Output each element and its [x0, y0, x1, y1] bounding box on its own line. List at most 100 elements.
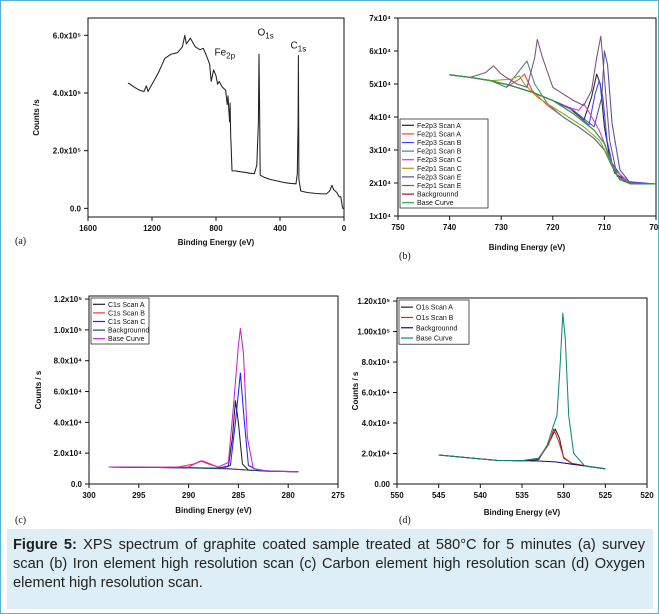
legend-item: Fe2p3 Scan E — [417, 174, 462, 181]
series-line-spectrum — [127, 34, 344, 210]
series-line-o1s-scan-b — [438, 428, 606, 470]
panel-label: (d) — [399, 515, 411, 526]
x-tick-label: 710 — [598, 223, 612, 232]
series-line-o1s-scan-a — [438, 428, 606, 470]
y-tick-label: 1.00x10⁵ — [357, 328, 390, 337]
legend-item: Fe2p1 Scan A — [417, 131, 461, 138]
peak-annotation: O1s — [257, 27, 273, 40]
x-tick-label: 1200 — [143, 224, 161, 233]
legend-box — [399, 118, 489, 209]
x-tick-label: 300 — [82, 491, 96, 500]
y-tick-label: 0.00 — [374, 480, 390, 489]
x-tick-label: 1600 — [79, 224, 97, 233]
series-group — [449, 35, 656, 185]
y-tick-label: 6.0x10⁵ — [53, 31, 81, 40]
legend-item: Backgrounnd — [417, 192, 458, 199]
x-tick-label: 280 — [282, 491, 296, 500]
series-group — [108, 327, 299, 473]
plot-frame — [88, 295, 339, 485]
y-tick-label: 5x10⁴ — [369, 80, 391, 89]
y-tick-label: 0.0 — [71, 480, 83, 489]
series-line-fe2p1-scan-e — [449, 35, 656, 185]
y-tick-label: 4.0x10⁴ — [362, 419, 390, 428]
y-tick-label: 6.0x10⁴ — [54, 388, 82, 397]
legend-item: Base Curve — [108, 336, 145, 343]
series-line-c1s-scan-c — [108, 372, 299, 473]
survey-scan-chart: 1600 1200 800 400 0 0.0 2.0x10⁵ 4.0x10⁵ 6.0x10⁵ B… — [15, 17, 346, 247]
series-line-base-curve — [438, 312, 606, 470]
legend-item: C1s Scan B — [108, 310, 145, 317]
series-line-base-curve — [449, 74, 656, 185]
y-tick-label: 1.0x10⁵ — [54, 326, 82, 335]
peak-annotation: Fe2p — [215, 47, 236, 60]
x-tick-label: 530 — [557, 491, 571, 500]
caption-box — [7, 529, 653, 609]
y-axis-title: Counts /s — [32, 99, 41, 136]
peak-annotation: C1s — [291, 40, 307, 53]
y-tick-label: 0.0 — [70, 204, 82, 213]
legend-item: C1s Scan C — [108, 319, 145, 326]
y-tick-label: 1.2x10⁵ — [54, 295, 82, 304]
y-tick-label: 2.0x10⁴ — [54, 449, 82, 458]
x-tick-label: 800 — [209, 224, 223, 233]
y-tick-label: 8.0x10⁴ — [54, 357, 82, 366]
series-line-base-curve — [108, 327, 299, 473]
legend-item: Base Curve — [416, 336, 453, 343]
figure-caption: Figure 5: XPS spectrum of graphite coate… — [13, 536, 645, 593]
panel-label: (a) — [15, 236, 26, 247]
y-tick-label: 1.20x10⁵ — [357, 297, 390, 306]
caption-text: XPS spectrum of graphite coated sample t… — [13, 537, 645, 591]
y-tick-label: 6.0x10⁴ — [362, 389, 390, 398]
x-tick-label: 540 — [474, 491, 488, 500]
x-axis-title: Binding Energy (eV) — [489, 243, 566, 252]
x-tick-label: 750 — [391, 223, 405, 232]
carbon-scan-chart: 300 295 290 285 280 275 0.0 2.0x10⁴ 4.0x10⁴ 6.0x1… — [15, 295, 345, 526]
x-axis-title: Binding Energy (eV) — [484, 508, 561, 517]
legend-item: Backgrounnd — [416, 325, 457, 332]
x-tick-label: 0 — [342, 224, 346, 233]
x-tick-label: 520 — [640, 491, 654, 500]
series-group — [127, 34, 344, 210]
y-tick-label: 1x10⁴ — [369, 212, 391, 221]
oxygen-scan-chart: 550 545 540 535 530 525 520 0.00 2.0x10⁴ 4.0x10⁴ 6… — [351, 297, 654, 526]
legend-item: O1s Scan B — [416, 315, 454, 322]
y-tick-label: 2.0x10⁴ — [362, 450, 390, 459]
iron-scan-chart: 750 740 730 720 710 700 1x10⁴ 2x10⁴ 3x10⁴ 4x10⁴ 5x… — [369, 14, 659, 262]
panel-label: (b) — [399, 251, 411, 262]
x-tick-label: 525 — [599, 491, 613, 500]
legend-item: Fe2p3 Scan C — [417, 157, 462, 164]
legend-item: Fe2p1 Scan C — [417, 166, 462, 173]
y-tick-label: 3x10⁴ — [369, 146, 391, 155]
series-group — [438, 312, 606, 470]
x-tick-label: 730 — [495, 223, 509, 232]
y-tick-label: 6x10⁴ — [369, 47, 391, 56]
legend-item: C1s Scan A — [108, 302, 145, 309]
x-tick-label: 295 — [132, 491, 146, 500]
y-tick-label: 7x10⁴ — [369, 14, 391, 23]
x-tick-label: 290 — [182, 491, 196, 500]
x-tick-label: 545 — [432, 491, 446, 500]
x-tick-label: 720 — [546, 223, 560, 232]
x-tick-label: 550 — [390, 491, 404, 500]
legend-item: Fe2p1 Scan E — [417, 183, 462, 190]
x-tick-label: 535 — [515, 491, 529, 500]
x-tick-label: 275 — [331, 491, 345, 500]
legend-item: Fe2p1 Scan B — [417, 149, 462, 156]
x-tick-label: 700 — [649, 223, 659, 232]
legend-item: O1s Scan A — [416, 305, 453, 312]
x-tick-label: 285 — [232, 491, 246, 500]
y-tick-label: 8.0x10⁴ — [362, 358, 390, 367]
x-tick-label: 400 — [273, 224, 287, 233]
y-axis-title: Counts / s — [34, 370, 43, 409]
y-tick-label: 4x10⁴ — [369, 113, 391, 122]
y-axis-title: Counts / s — [351, 371, 360, 410]
legend-item: Base Curve — [417, 200, 454, 207]
y-tick-label: 4.0x10⁵ — [53, 89, 81, 98]
legend-item: Backgrounnd — [108, 328, 149, 335]
x-tick-label: 740 — [443, 223, 457, 232]
y-tick-label: 4.0x10⁴ — [54, 418, 82, 427]
legend-item: Fe2p3 Scan A — [417, 123, 461, 130]
x-axis-title: Binding Energy (eV) — [175, 506, 252, 515]
panel-label: (c) — [15, 515, 26, 526]
